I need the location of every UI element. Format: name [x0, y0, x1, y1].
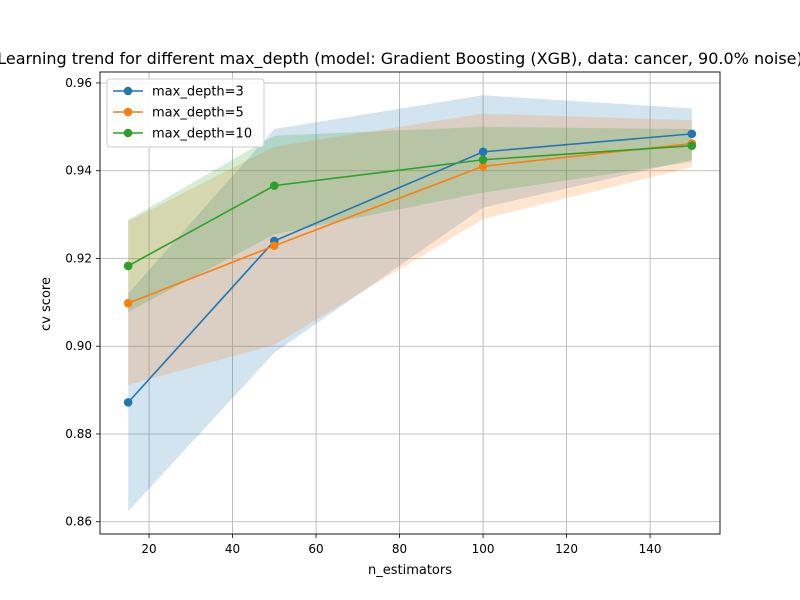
y-tick-label-2: 0.90	[65, 339, 92, 353]
x-tick-label-0: 20	[141, 542, 156, 556]
series-2-line	[127, 144, 692, 267]
series-2-point-0	[123, 261, 133, 271]
y-tick-label-5: 0.96	[65, 76, 92, 90]
series-1-point-2	[478, 162, 488, 171]
legend-marker-0	[123, 86, 133, 96]
series-0-point-0	[123, 398, 133, 407]
y-tick-label-0: 0.86	[65, 515, 92, 529]
legend-label-2: max_depth=10	[152, 127, 252, 142]
series-0-point-3	[687, 129, 697, 139]
legend-label-0: max_depth=3	[152, 85, 244, 100]
series-2-point-1	[270, 181, 279, 190]
series-2-band	[128, 126, 692, 312]
y-tick-label-4: 0.94	[65, 164, 92, 178]
x-tick-label-5: 120	[555, 542, 578, 556]
legend-label-1: max_depth=5	[152, 106, 244, 121]
legend-marker-1	[123, 107, 133, 117]
x-tick-label-1: 40	[225, 542, 240, 556]
axes-frame	[99, 71, 721, 535]
series-1-point-1	[270, 241, 279, 251]
chart-title: Learning trend for different max_depth (…	[0, 49, 800, 69]
x-tick-label-2: 60	[308, 542, 323, 556]
y-tick-label-1: 0.88	[65, 427, 92, 441]
series-1-point-0	[123, 298, 133, 308]
series-0-point-2	[478, 147, 488, 157]
x-axis-label: n_estimators	[368, 563, 452, 578]
series-0-line	[127, 133, 692, 403]
series-1-band	[128, 113, 692, 385]
x-tick-label-6: 140	[639, 542, 662, 556]
x-tick-label-4: 100	[472, 542, 495, 556]
series-2-point-2	[478, 155, 488, 165]
legend-box	[106, 78, 265, 148]
series-2-point-3	[687, 141, 697, 151]
plot-area: 20 40 60 80 100 120 140 0.86 0.88 0.90 0.92 0.94 0.9…	[65, 71, 721, 556]
series-0-band	[128, 95, 692, 512]
y-tick-label-3: 0.92	[65, 251, 92, 265]
y-axis-label: cv score	[39, 277, 54, 331]
x-tick-label-3: 80	[392, 542, 407, 556]
legend: max_depth=3 max_depth=5 max_depth=10	[106, 78, 265, 148]
series-1-line	[127, 142, 692, 304]
legend-marker-2	[123, 128, 133, 138]
